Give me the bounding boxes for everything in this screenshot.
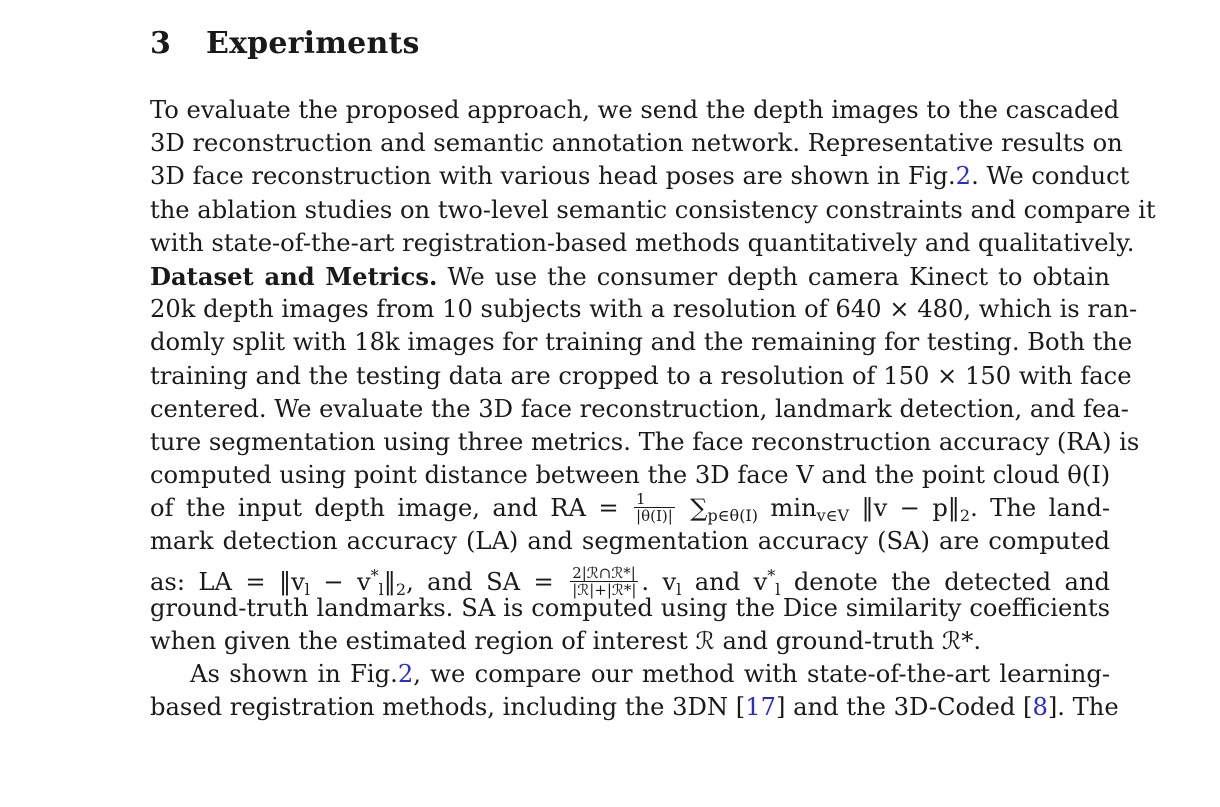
- subscript: l: [775, 579, 781, 599]
- text-line-1: To evaluate the proposed approach, we se…: [150, 96, 1120, 124]
- text-line-5: with state-of-the-art registration-based…: [150, 228, 1135, 257]
- figure-ref-link[interactable]: 2: [955, 162, 972, 191]
- section-title: Experiments: [206, 26, 420, 61]
- paragraph-run-in-heading: Dataset and Metrics.: [150, 261, 438, 291]
- text-fragment: ‖: [383, 567, 396, 596]
- text-fragment: min: [758, 494, 817, 523]
- superscript: *: [370, 565, 379, 585]
- text-fragment: We use the consumer depth camera Kinect …: [437, 262, 1110, 291]
- subscript: p∈θ(I): [707, 506, 758, 526]
- fraction-numerator: 1: [634, 491, 675, 509]
- text-line-10: centered. We evaluate the 3D face recons…: [150, 394, 1129, 423]
- text-line-7: 20k depth images from 10 subjects with a…: [150, 295, 1138, 324]
- text-line-8: domly split with 18k images for training…: [150, 328, 1133, 357]
- text-line-12: computed using point distance between th…: [150, 461, 1111, 490]
- text-fragment: ]. The: [1047, 693, 1119, 722]
- text-line-15: as: LA = ‖vl − v*l‖2, and SA = 2|ℛ∩ℛ*| |ℛ…: [150, 559, 1110, 599]
- citation-link-8[interactable]: 8: [1032, 693, 1048, 722]
- subscript: l: [304, 579, 310, 599]
- text-line-18: As shown in Fig.2, we compare our method…: [150, 658, 1110, 691]
- section-number: 3: [150, 26, 172, 61]
- text-fragment: , and SA =: [406, 567, 568, 596]
- text-line-16: ground-truth landmarks. SA is computed u…: [150, 593, 1110, 622]
- text-line-11: ture segmentation using three metrics. T…: [150, 427, 1140, 456]
- text-line-14: mark detection accuracy (LA) and segment…: [150, 527, 1110, 556]
- section-heading: 3 Experiments: [150, 26, 420, 61]
- text-fragment: ] and the 3D-Coded [: [775, 693, 1033, 722]
- text-fragment: . The land-: [970, 494, 1110, 523]
- superscript: *: [767, 565, 776, 585]
- ra-fraction: 1 |θ(I)|: [634, 491, 675, 524]
- fraction-numerator: 2|ℛ∩ℛ*|: [570, 565, 639, 582]
- subscript: 2: [959, 506, 971, 526]
- text-fragment: denote the detected and: [780, 567, 1111, 596]
- text-fragment: 3D face reconstruction with various head…: [150, 162, 956, 191]
- text-line-3: 3D face reconstruction with various head…: [150, 160, 1129, 193]
- fraction-denominator: |θ(I)|: [636, 507, 673, 526]
- text-fragment: and v: [681, 567, 768, 596]
- text-fragment: ‖v − p‖: [849, 494, 960, 523]
- fraction-denominator: |ℛ|+|ℛ*|: [572, 580, 637, 599]
- subscript: l: [378, 579, 384, 599]
- text-line-9: training and the testing data are croppe…: [150, 361, 1132, 390]
- text-fragment: , we compare our method with state-of-th…: [413, 660, 1110, 689]
- text-fragment: − v: [309, 567, 371, 596]
- text-fragment: as: LA = ‖v: [150, 567, 305, 596]
- subscript: l: [676, 579, 682, 599]
- text-line-4: the ablation studies on two-level semant…: [150, 195, 1156, 224]
- text-line-2: 3D reconstruction and semantic annotatio…: [150, 129, 1123, 158]
- section-body: To evaluate the proposed approach, we se…: [150, 94, 1156, 725]
- text-line-17: when given the estimated region of inter…: [150, 627, 982, 655]
- figure-ref-link[interactable]: 2: [397, 660, 414, 689]
- subscript: 2: [395, 579, 407, 599]
- text-fragment: based registration methods, including th…: [150, 693, 746, 722]
- text-fragment: As shown in Fig.: [190, 660, 398, 689]
- sa-fraction: 2|ℛ∩ℛ*| |ℛ|+|ℛ*|: [570, 565, 639, 599]
- text-fragment: . v: [641, 567, 677, 596]
- text-line-13: of the input depth image, and RA = 1 |θ(I…: [150, 491, 1110, 526]
- citation-link-17[interactable]: 17: [745, 693, 776, 722]
- text-fragment: of the input depth image, and RA =: [150, 494, 632, 523]
- text-line-6: Dataset and Metrics. We use the consumer…: [150, 260, 1110, 293]
- text-fragment: ∑: [677, 494, 708, 523]
- text-fragment: . We conduct: [971, 162, 1130, 191]
- text-line-19: based registration methods, including th…: [150, 691, 1119, 724]
- subscript: v∈V: [816, 506, 850, 526]
